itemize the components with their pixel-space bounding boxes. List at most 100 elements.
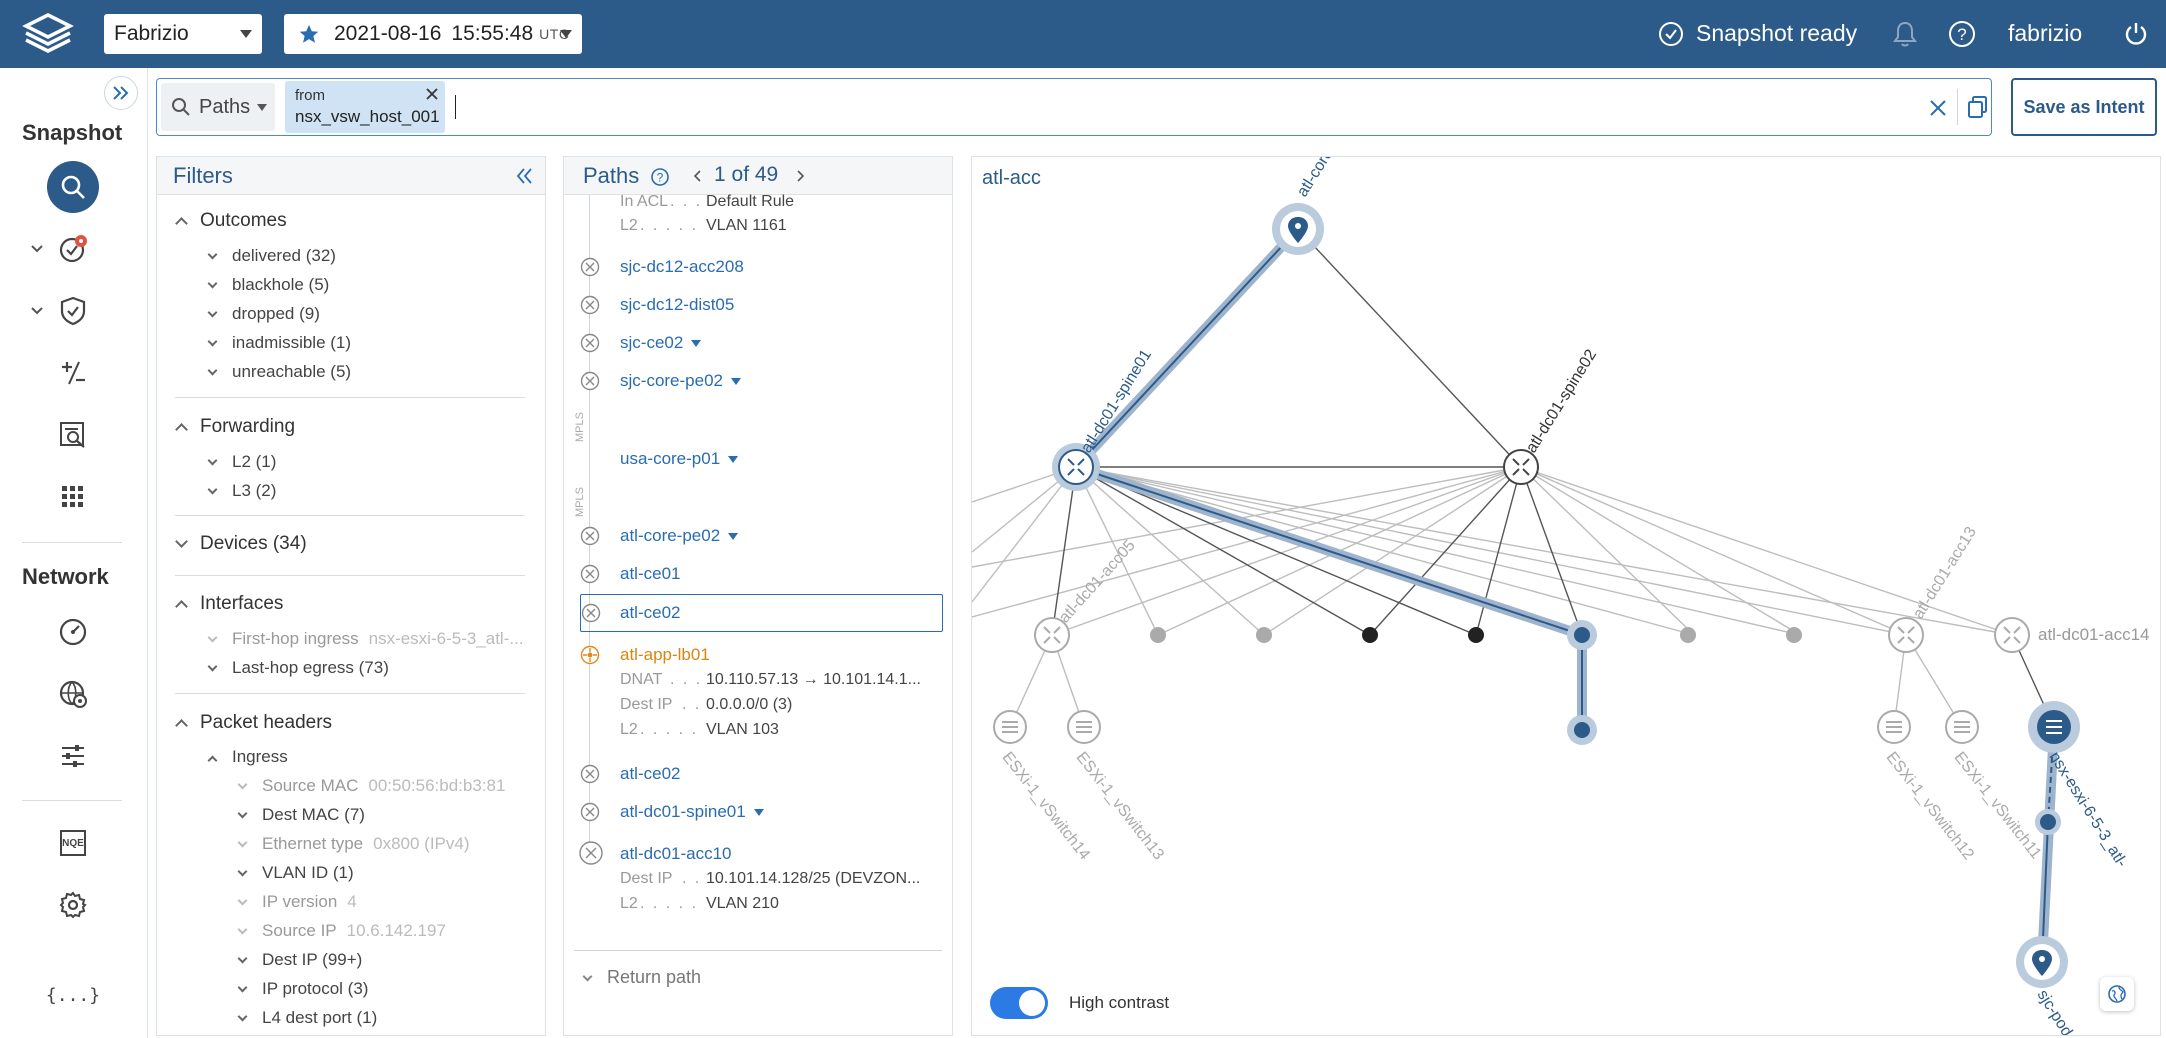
node-vswitch11[interactable]	[1945, 710, 1979, 744]
packet-headers-section-toggle[interactable]: Packet headers	[175, 712, 332, 734]
devices-section-toggle[interactable]: Devices (34)	[175, 533, 307, 555]
dashboard-nav-button[interactable]	[53, 612, 93, 652]
node-nsx-host[interactable]	[2028, 701, 2080, 753]
copy-icon[interactable]	[1967, 95, 1989, 119]
ip-protocol-filter[interactable]: IP protocol (3)	[237, 979, 368, 999]
high-contrast-toggle[interactable]	[990, 987, 1048, 1019]
ip-version-filter[interactable]: IP version 4	[237, 892, 357, 912]
diff-nav-button[interactable]	[53, 353, 93, 393]
node-vswitch12[interactable]	[1877, 710, 1911, 744]
outcome-label: delivered (32)	[232, 246, 336, 265]
hop-row[interactable]: atl-ce01	[564, 562, 952, 592]
hop-row[interactable]: atl-dc01-acc10	[564, 840, 952, 870]
search-nav-button[interactable]	[47, 161, 99, 213]
l4-dest-port-filter[interactable]: L4 dest port (1)	[237, 1008, 378, 1028]
node-vswitch13[interactable]	[1067, 710, 1101, 744]
outcome-unreachable[interactable]: unreachable (5)	[207, 362, 351, 382]
hop-row[interactable]: sjc-core-pe02	[564, 369, 952, 399]
clear-search-icon[interactable]	[1929, 99, 1947, 117]
outcomes-section-toggle[interactable]: Outcomes	[175, 210, 287, 232]
hop-row[interactable]: sjc-ce02	[564, 331, 952, 361]
forwarding-l2[interactable]: L2 (1)	[207, 452, 276, 472]
node-sjc-pod[interactable]	[2016, 936, 2068, 988]
filter-label: VLAN ID (1)	[262, 863, 354, 882]
node-leaf[interactable]	[1786, 627, 1802, 643]
hop-row[interactable]: atl-core-pe02	[564, 524, 952, 554]
expand-sidebar-button[interactable]	[104, 76, 138, 110]
node-atl-dc01-spine01[interactable]	[1052, 443, 1100, 491]
checks-nav-button[interactable]	[53, 229, 93, 269]
source-ip-filter[interactable]: Source IP 10.6.142.197	[237, 921, 446, 941]
user-name[interactable]: fabrizio	[2008, 20, 2083, 46]
help-icon[interactable]: ?	[1948, 20, 1976, 48]
settings-globe-icon	[59, 680, 87, 708]
node-nsx-interface[interactable]	[2035, 809, 2061, 835]
hop-row[interactable]: usa-core-p01	[564, 447, 952, 477]
search-divider	[1957, 89, 1958, 125]
chevron-down-icon[interactable]	[28, 302, 46, 320]
outcome-blackhole[interactable]: blackhole (5)	[207, 275, 329, 295]
globe-view-button[interactable]	[2100, 977, 2134, 1011]
from-filter-chip[interactable]: from nsx_vsw_host_001	[285, 81, 445, 133]
chevron-down-icon[interactable]	[28, 240, 46, 258]
hop-row[interactable]: sjc-dc12-acc208	[564, 255, 952, 285]
last-hop-egress-filter[interactable]: Last-hop egress (73)	[207, 658, 389, 678]
node-leaf[interactable]	[1362, 627, 1378, 643]
outcome-delivered[interactable]: delivered (32)	[207, 246, 336, 266]
dest-mac-filter[interactable]: Dest MAC (7)	[237, 805, 365, 825]
ethernet-type-filter[interactable]: Ethernet type 0x800 (IPv4)	[237, 834, 470, 854]
node-leaf-highlighted[interactable]	[1567, 620, 1597, 650]
json-nav-button[interactable]: {...}	[46, 975, 100, 1015]
return-path-toggle[interactable]: Return path	[582, 967, 701, 988]
node-atl-core[interactable]	[1272, 203, 1324, 255]
source-mac-filter[interactable]: Source MAC 00:50:56:bd:b3:81	[237, 776, 505, 796]
node-atl-dc01-acc14[interactable]	[1994, 617, 2030, 653]
help-icon[interactable]: ?	[650, 167, 670, 187]
node-atl-dc01-spine02[interactable]	[1503, 449, 1539, 485]
prev-path-icon[interactable]	[692, 169, 704, 183]
power-icon[interactable]	[2122, 20, 2150, 48]
search-mode-dropdown[interactable]: Paths	[161, 83, 275, 131]
outcome-inadmissible[interactable]: inadmissible (1)	[207, 333, 351, 353]
settings-nav-button[interactable]	[53, 885, 93, 925]
forwarding-section-toggle[interactable]: Forwarding	[175, 416, 295, 438]
hop-row[interactable]: atl-dc01-spine01	[564, 800, 952, 830]
filter-label: L4 dest port (1)	[262, 1008, 378, 1027]
search-input[interactable]	[457, 85, 2057, 129]
hop-row[interactable]: atl-ce02	[564, 762, 952, 792]
network-settings-nav-button[interactable]	[53, 674, 93, 714]
ingress-subsection-toggle[interactable]: Ingress	[207, 747, 288, 767]
node-leaf[interactable]	[1680, 627, 1696, 643]
forward-logo-icon[interactable]	[22, 12, 74, 56]
topology-graph[interactable]	[972, 157, 2161, 1036]
node-vswitch14[interactable]	[993, 710, 1027, 744]
first-hop-ingress-filter[interactable]: First-hop ingress nsx-esxi-6-5-3_atl-...	[207, 629, 524, 649]
nqe-nav-button[interactable]: NQE	[53, 823, 93, 863]
next-path-icon[interactable]	[794, 169, 806, 183]
apps-nav-button[interactable]	[53, 477, 93, 517]
intent-nav-button[interactable]	[53, 291, 93, 331]
node-leaf[interactable]	[1468, 627, 1484, 643]
collapse-panel-icon[interactable]	[515, 167, 533, 185]
close-icon[interactable]	[425, 87, 439, 101]
network-dropdown[interactable]: Fabrizio	[104, 14, 262, 54]
search-doc-nav-button[interactable]	[53, 415, 93, 455]
node-atl-dc01-acc05[interactable]	[1034, 617, 1070, 653]
snapshot-dropdown[interactable]: 2021-08-16 15:55:48 UTC	[284, 14, 582, 54]
vlan-id-filter[interactable]: VLAN ID (1)	[237, 863, 354, 883]
node-endpoint-highlighted[interactable]	[1567, 715, 1597, 745]
forwarding-l3[interactable]: L3 (2)	[207, 481, 276, 501]
interfaces-section-toggle[interactable]: Interfaces	[175, 593, 283, 615]
node-atl-dc01-acc13[interactable]	[1888, 617, 1924, 653]
hop-row[interactable]: sjc-dc12-dist05	[564, 293, 952, 323]
sliders-nav-button[interactable]	[53, 736, 93, 776]
hop-row-selected[interactable]: atl-ce02	[580, 594, 943, 632]
router-icon	[580, 526, 600, 546]
node-leaf[interactable]	[1150, 627, 1166, 643]
outcome-dropped[interactable]: dropped (9)	[207, 304, 320, 324]
node-leaf[interactable]	[1256, 627, 1272, 643]
bell-icon[interactable]	[1892, 20, 1918, 48]
dest-ip-filter[interactable]: Dest IP (99+)	[237, 950, 362, 970]
save-as-intent-button[interactable]: Save as Intent	[2011, 78, 2157, 136]
hop-row[interactable]: atl-app-lb01	[564, 643, 952, 673]
